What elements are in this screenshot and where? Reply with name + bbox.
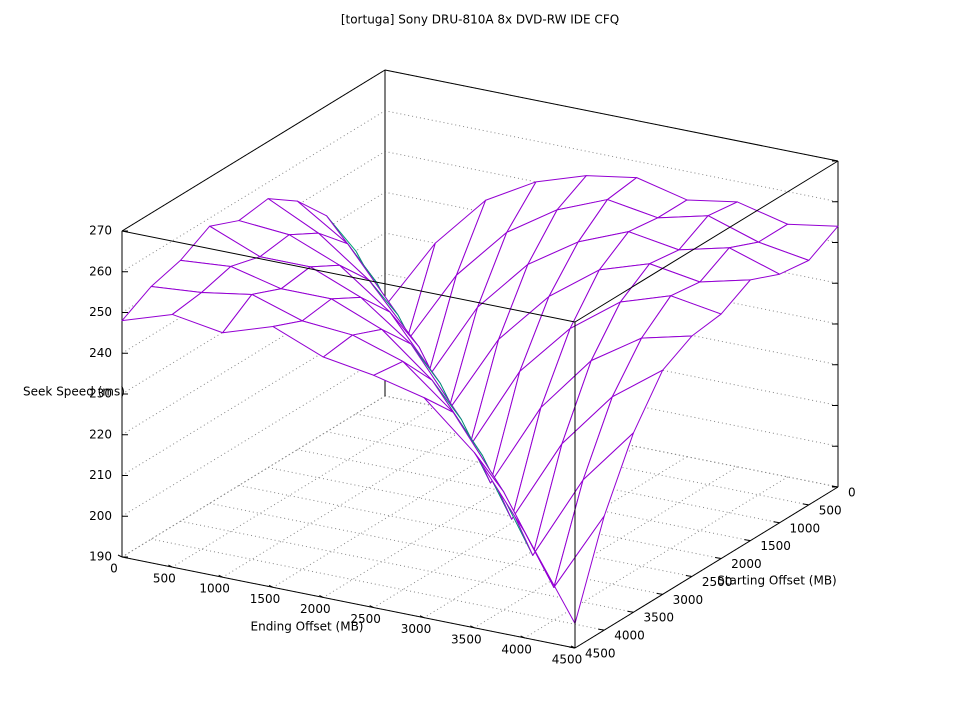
grid-line — [423, 456, 688, 619]
x-tick-label: 4000 — [501, 642, 532, 656]
y-tick-label: 1000 — [790, 521, 821, 535]
z-tick-label: 230 — [89, 387, 112, 401]
y-tick-label: 2500 — [702, 575, 733, 589]
y-tick-label: 4500 — [585, 647, 616, 661]
y-tick-label: 1500 — [760, 539, 791, 553]
z-tick-label: 240 — [89, 346, 112, 360]
y-tick-label: 3500 — [643, 611, 674, 625]
y-tick-label: 2000 — [731, 557, 762, 571]
x-tick-label: 2000 — [300, 602, 331, 616]
grid-line — [222, 415, 486, 578]
y-tick — [685, 574, 692, 577]
x-tick-label: 3500 — [451, 632, 482, 646]
box-edge — [574, 486, 839, 649]
z-tick-label: 200 — [89, 509, 112, 523]
x-tick-label: 1500 — [250, 592, 281, 606]
x-tick-label: 0 — [110, 562, 118, 576]
y-tick — [627, 610, 634, 613]
grid-line — [172, 405, 436, 568]
y-tick — [802, 503, 809, 506]
y-tick-label: 500 — [819, 503, 842, 517]
grid-line — [272, 425, 537, 588]
z-tick-label: 220 — [89, 427, 112, 441]
y-tick — [744, 539, 751, 542]
z-tick-label: 210 — [89, 468, 112, 482]
x-tick-label: 4500 — [552, 653, 583, 667]
x-tick-label: 3000 — [401, 622, 432, 636]
x-tick-label: 2500 — [350, 612, 381, 626]
y-tick — [715, 557, 722, 560]
z-tick-label: 270 — [89, 224, 112, 238]
y-tick-label: 0 — [848, 486, 856, 500]
x-tick-label: 500 — [153, 572, 176, 586]
box-edge — [384, 69, 839, 162]
y-tick-label: 4000 — [614, 629, 645, 643]
grid-line — [474, 466, 738, 629]
z-axis-label: Seek Speed (ms) — [23, 385, 125, 399]
grid-line — [373, 446, 637, 608]
z-tick-label: 250 — [89, 305, 112, 319]
x-tick-label: 1000 — [199, 582, 230, 596]
y-tick — [831, 485, 839, 488]
y-axis-label: Starting Offset (MB) — [717, 574, 837, 588]
grid-line — [121, 395, 386, 558]
box-edge — [121, 230, 576, 323]
y-tick — [656, 592, 663, 595]
y-tick-label: 3000 — [673, 593, 704, 607]
box-edge — [574, 160, 839, 323]
chart-title: [tortuga] Sony DRU-810A 8x DVD-RW IDE CF… — [341, 13, 619, 27]
z-tick-label: 260 — [89, 264, 112, 278]
y-tick — [773, 521, 780, 524]
x-axis-label: Ending Offset (MB) — [251, 620, 364, 634]
box-edge — [121, 69, 386, 232]
grid-line — [238, 484, 692, 577]
y-tick — [598, 628, 605, 631]
z-tick-label: 190 — [89, 550, 112, 564]
grid-line — [323, 436, 587, 598]
x-tick — [117, 554, 123, 558]
box-edge — [121, 556, 576, 649]
